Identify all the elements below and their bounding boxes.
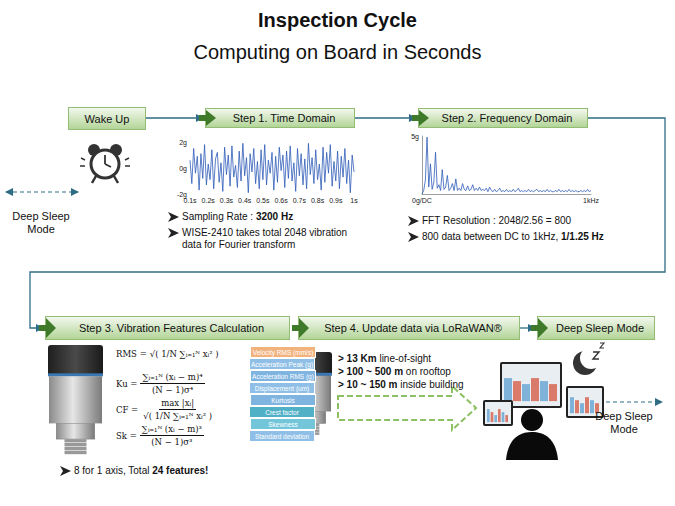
html-text:max |xᵢ|: max |xᵢ| (161, 398, 195, 408)
html-text:∑ᵢ₌₁ᴺ (xᵢ − m)³: ∑ᵢ₌₁ᴺ (xᵢ − m)³ (141, 424, 202, 434)
svg-text:2g: 2g (179, 139, 187, 147)
html-text:Sk =: Sk = (116, 430, 137, 441)
html-text:Ku =: Ku = (116, 378, 138, 389)
html-text:Deep Sleep: Deep Sleep (595, 410, 653, 422)
svg-text:0.1s: 0.1s (183, 197, 197, 204)
html-text:Deep Sleep: Deep Sleep (12, 210, 70, 222)
html-text:√( 1/N ∑ᵢ₌₁ᴺ xᵢ² ): √( 1/N ∑ᵢ₌₁ᴺ xᵢ² ) (143, 411, 213, 421)
html-text:(N − 1)σ⁴: (N − 1)σ⁴ (152, 385, 194, 395)
html-text:Velocity RMS (mm/s): Velocity RMS (mm/s) (252, 348, 314, 356)
html-text:FFT Resolution : 2048/2.56 = 8: FFT Resolution : 2048/2.56 = 800 (422, 215, 572, 226)
svg-text:0.9s: 0.9s (329, 197, 343, 204)
html-text:(N − 1)σ³: (N − 1)σ³ (151, 437, 193, 447)
html-text:∑ᵢ₌₁ᴺ (xᵢ − m)⁴: ∑ᵢ₌₁ᴺ (xᵢ − m)⁴ (142, 372, 203, 382)
html-text:Step 3. Vibration Features Cal: Step 3. Vibration Features Calculation (79, 322, 264, 334)
svg-text:0.2s: 0.2s (202, 197, 216, 204)
html-text:Step 1. Time Domain: Step 1. Time Domain (232, 112, 336, 124)
html-text:RMS = √( 1/N ∑ᵢ₌₁ᴺ xᵢ² ): RMS = √( 1/N ∑ᵢ₌₁ᴺ xᵢ² ) (116, 349, 219, 359)
svg-text:0g: 0g (179, 165, 187, 173)
html-text:Kurtosis: Kurtosis (271, 396, 295, 404)
html-text:> 100 ~ 500 m on rooftop: > 100 ~ 500 m on rooftop (338, 366, 451, 377)
html-text:Crest factor: Crest factor (265, 408, 299, 416)
html-text:8 for 1 axis, Total 24 feature: 8 for 1 axis, Total 24 features! (74, 465, 209, 476)
svg-text:0.4s: 0.4s (238, 197, 252, 204)
html-text:Sampling Rate : 3200 Hz: Sampling Rate : 3200 Hz (182, 211, 294, 222)
html-text:Acceleration Peak (g): Acceleration Peak (g) (250, 360, 314, 368)
svg-text:-2g: -2g (176, 190, 187, 198)
html-text:Computing on Board in Seconds: Computing on Board in Seconds (193, 41, 482, 63)
html-text:Step 4. Update data via LoRaWA: Step 4. Update data via LoRaWAN® (324, 322, 502, 334)
svg-text:0.8s: 0.8s (311, 197, 325, 204)
html-text:Skewness: Skewness (268, 420, 298, 428)
svg-text:5g: 5g (411, 133, 419, 141)
svg-text:0.3s: 0.3s (220, 197, 234, 204)
html-text:> 10 ~ 150 m inside building: > 10 ~ 150 m inside building (338, 379, 464, 390)
svg-text:1s: 1s (350, 197, 358, 204)
html-text:> 13 Km line-of-sight: > 13 Km line-of-sight (338, 353, 432, 364)
html-text:CF =: CF = (116, 404, 139, 415)
html-text:Inspection Cycle: Inspection Cycle (258, 9, 417, 31)
html-text:Wake Up: Wake Up (84, 112, 130, 125)
html-text:Displacement (um): Displacement (um) (254, 384, 310, 392)
svg-text:0.5s: 0.5s (256, 197, 270, 204)
html-text:Deep Sleep Mode: Deep Sleep Mode (556, 322, 644, 334)
svg-text:1kHz: 1kHz (583, 197, 599, 204)
html-text:Acceleration RMS (g): Acceleration RMS (g) (252, 372, 314, 380)
html-text:WISE-2410 takes total 2048 vib: WISE-2410 takes total 2048 vibration dat… (182, 226, 348, 250)
html-text:Step 2. Frequency Domain: Step 2. Frequency Domain (441, 112, 573, 124)
svg-text:0.6s: 0.6s (274, 197, 288, 204)
html-text:Mode: Mode (27, 223, 55, 235)
svg-text:0.7s: 0.7s (293, 197, 307, 204)
html-text:800 data between DC to 1kHz, 1: 800 data between DC to 1kHz, 1/1.25 Hz (422, 230, 604, 242)
html-text:Mode: Mode (610, 423, 638, 435)
svg-text:0g/DC: 0g/DC (412, 197, 432, 205)
html-text:Standard deviation: Standard deviation (254, 432, 310, 440)
